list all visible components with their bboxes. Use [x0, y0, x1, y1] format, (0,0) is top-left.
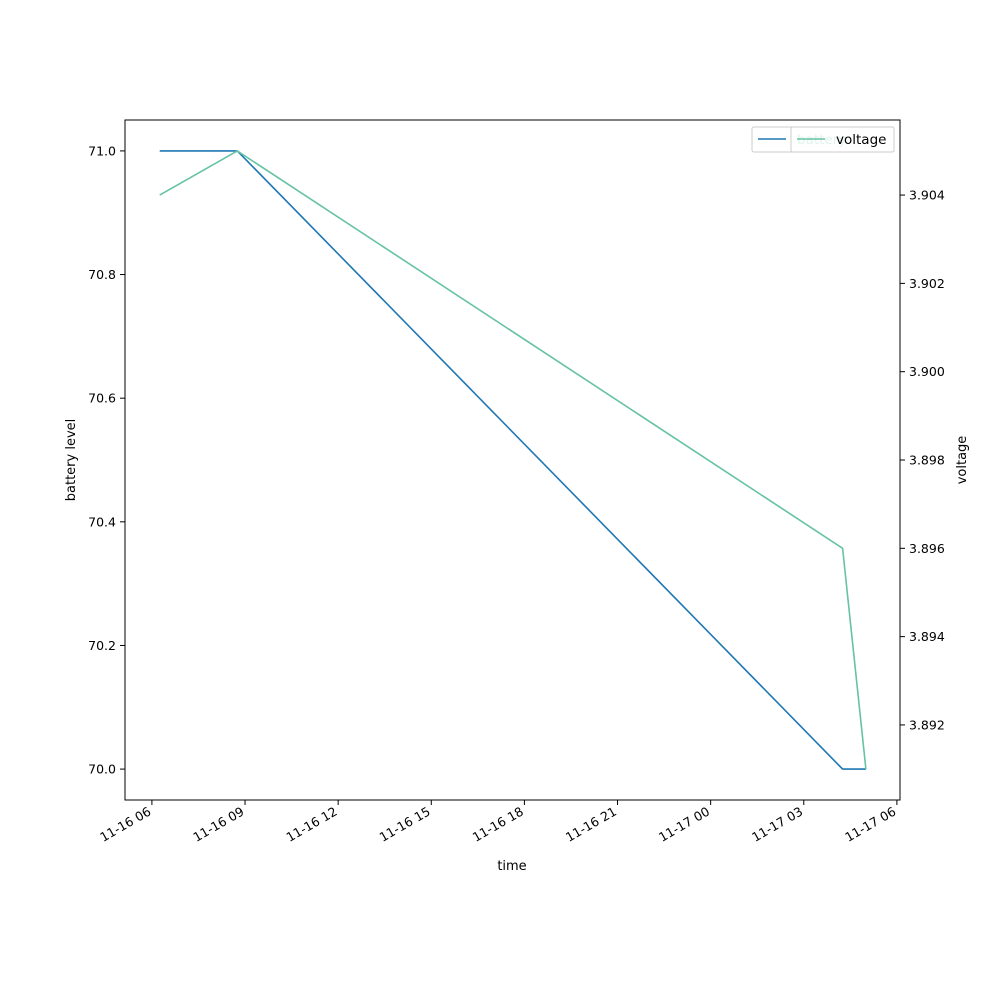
- legend-voltage: voltage: [790, 126, 895, 153]
- y-left-axis-ticks: 70.0 70.2 70.4 70.6 70.8 71.0: [88, 143, 125, 777]
- x-tick-label: 11-17 06: [842, 804, 898, 845]
- y-right-tick-label: 3.900: [909, 364, 945, 379]
- x-tick-label: 11-17 00: [656, 804, 712, 845]
- x-tick-label: 11-17 03: [749, 804, 805, 845]
- legend-voltage-box: [790, 126, 895, 153]
- y-right-tick-label: 3.904: [909, 188, 945, 203]
- y-left-tick-label: 70.8: [88, 267, 116, 282]
- y-left-tick-label: 70.6: [88, 391, 116, 406]
- y-right-axis-label: voltage: [955, 436, 970, 485]
- plot-area: [125, 120, 900, 800]
- y-right-tick-label: 3.892: [909, 717, 945, 732]
- series-layer: [159, 150, 867, 770]
- x-axis-label: time: [497, 859, 526, 874]
- y-right-axis-ticks: 3.892 3.894 3.896 3.898 3.900 3.902 3.904: [900, 188, 945, 732]
- plot-frame: [124, 119, 901, 801]
- x-tick-label: 11-16 15: [377, 804, 433, 845]
- x-tick-label: 11-16 09: [190, 804, 246, 845]
- y-left-tick-label: 70.2: [88, 638, 116, 653]
- y-right-tick-label: 3.894: [909, 629, 945, 644]
- y-left-tick-label: 70.4: [88, 514, 116, 529]
- y-right-tick-label: 3.896: [909, 541, 945, 556]
- y-left-axis-label: battery level: [64, 419, 79, 502]
- y-right-tick-label: 3.902: [909, 276, 945, 291]
- x-tick-label: 11-16 12: [283, 804, 339, 845]
- x-axis-ticks: 11-16 06 11-16 09 11-16 12 11-16 15 11-16 18…: [97, 800, 898, 845]
- legend-voltage-label: voltage: [836, 132, 886, 148]
- y-right-tick-label: 3.898: [909, 453, 945, 468]
- series-line-battery: [159, 150, 866, 770]
- x-tick-label: 11-16 21: [563, 804, 619, 845]
- y-left-tick-label: 70.0: [88, 762, 116, 777]
- series-line-voltage: [159, 150, 867, 770]
- x-tick-label: 11-16 06: [97, 804, 153, 845]
- x-tick-label: 11-16 18: [470, 804, 526, 845]
- y-left-tick-label: 71.0: [88, 143, 116, 158]
